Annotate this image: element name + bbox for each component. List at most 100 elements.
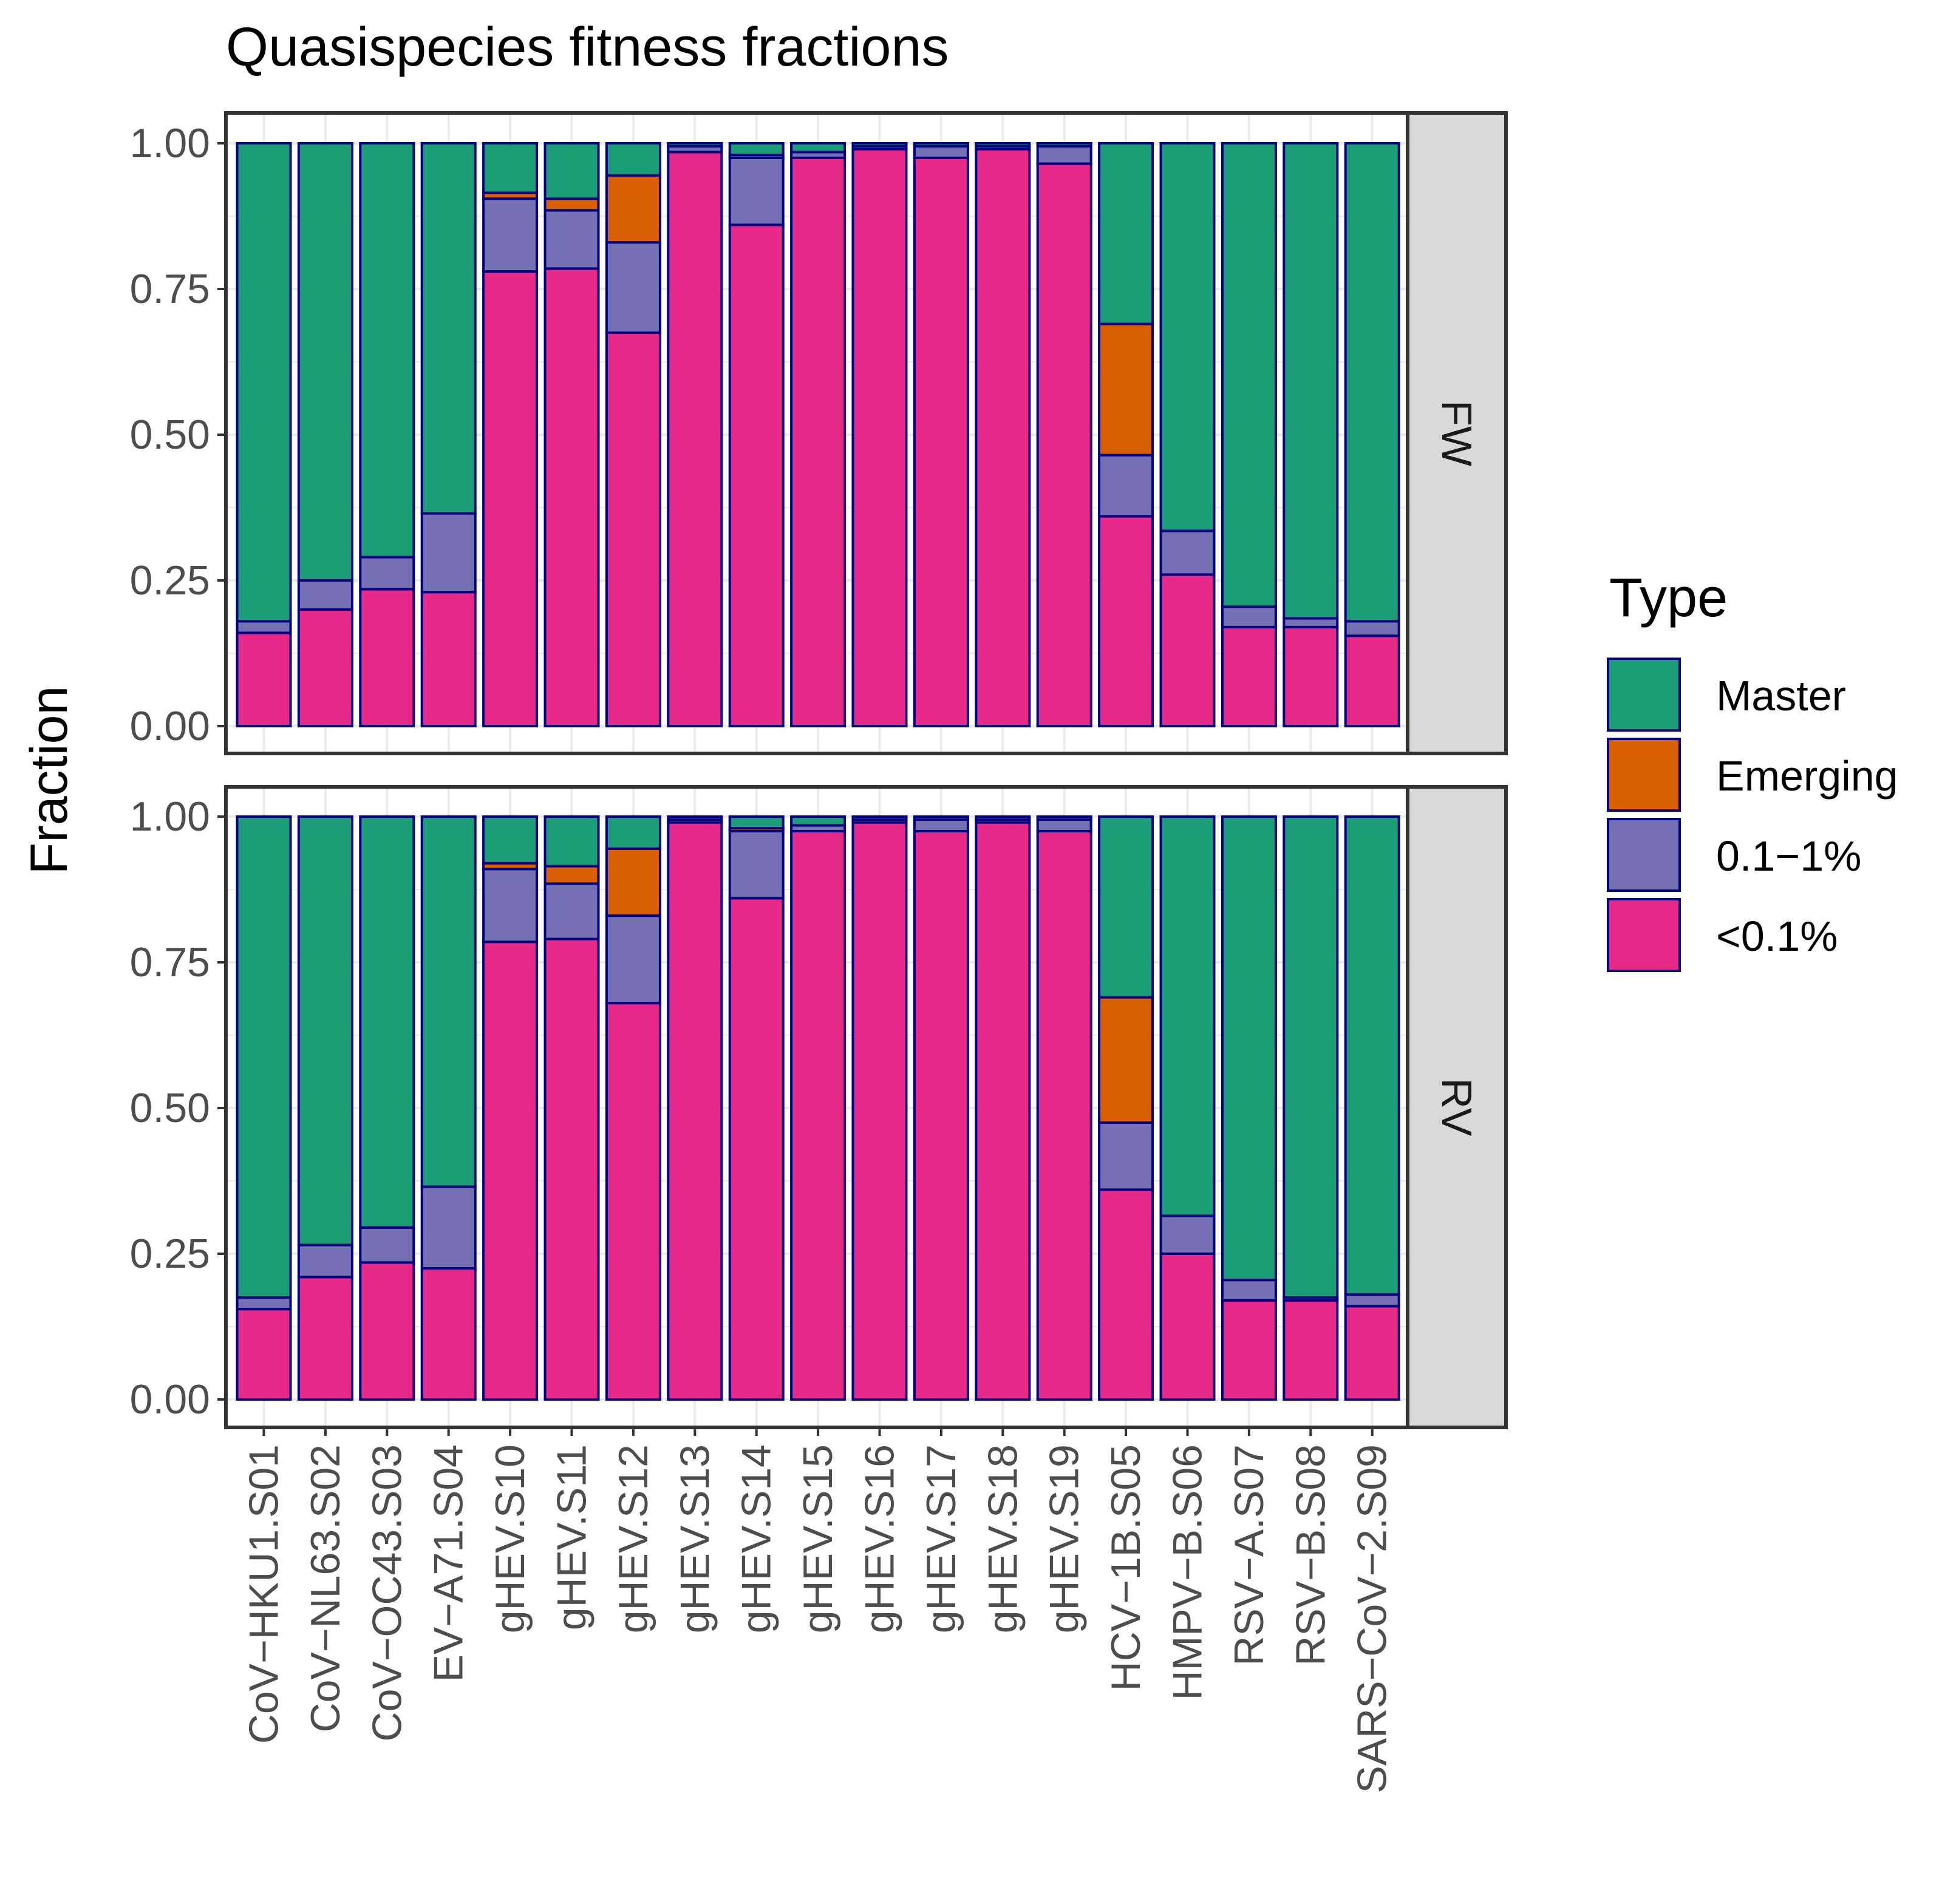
legend-label-emerging: Emerging — [1716, 752, 1898, 800]
bar-rv-sars-cov-2-s09-master — [1344, 815, 1400, 1296]
y-tick-label: 0.00 — [130, 703, 210, 749]
bar-fw-hcv-1b-s05-0-1-1 — [1098, 454, 1154, 518]
bar-rv-cov-nl63-s02-0-1 — [297, 1276, 353, 1401]
bar-fw-ghev-s12-emerging — [605, 174, 661, 244]
facet-strip — [1406, 785, 1508, 1429]
bar-rv-ghev-s18-0-1 — [975, 821, 1031, 1401]
bar-fw-ghev-s19-master — [1036, 142, 1092, 148]
bar-fw-hcv-1b-s05-master — [1098, 142, 1154, 325]
bar-fw-hmpv-b-s06-master — [1159, 142, 1216, 532]
bar-rv-ghev-s19-0-1-1 — [1036, 818, 1092, 833]
bar-fw-cov-hku1-s01-master — [236, 142, 292, 623]
bar-rv-cov-hku1-s01-0-1-1 — [236, 1296, 292, 1311]
y-tick-label: 0.25 — [130, 1231, 210, 1277]
bar-fw-ghev-s10-master — [482, 142, 539, 194]
y-axis-title: Fraction — [20, 686, 78, 875]
bar-rv-ghev-s10-master — [482, 815, 539, 865]
bar-rv-ghev-s11-0-1 — [543, 937, 600, 1401]
x-tick-label-cov-nl63-s02: CoV−NL63.S02 — [302, 1444, 349, 1732]
x-tick-label-ghev-s16: gHEV.S16 — [857, 1444, 903, 1633]
bar-rv-cov-oc43-s03-0-1 — [359, 1261, 415, 1401]
legend-swatch-0-1-1 — [1607, 818, 1681, 892]
bar-fw-ghev-s16-0-1 — [851, 148, 908, 728]
y-tick-label: 0.50 — [130, 1085, 210, 1131]
x-tick-label-ghev-s12: gHEV.S12 — [610, 1444, 656, 1633]
bar-fw-ghev-s17-0-1 — [913, 157, 969, 727]
x-tick-label-ghev-s17: gHEV.S17 — [918, 1444, 964, 1633]
bar-fw-hmpv-b-s06-0-1-1 — [1159, 529, 1216, 576]
bar-rv-ghev-s17-0-1-1 — [913, 818, 969, 833]
bar-fw-ghev-s17-0-1-1 — [913, 144, 969, 160]
x-tick-label-cov-oc43-s03: CoV−OC43.S03 — [364, 1444, 410, 1742]
bar-rv-rsv-a-s07-0-1 — [1221, 1299, 1277, 1401]
bar-rv-ghev-s17-master — [913, 815, 969, 821]
bar-fw-ghev-s14-master — [728, 142, 785, 157]
x-axis: CoV−HKU1.S01 CoV−NL63.S02 CoV−OC43.S03 EV−A… — [241, 1427, 1395, 1793]
bar-fw-sars-cov-2-s09-0-1-1 — [1344, 620, 1400, 638]
bar-rv-ghev-s19-0-1 — [1036, 830, 1092, 1401]
y-tick-label: 0.75 — [130, 939, 210, 985]
facet-label: FW — [1433, 400, 1480, 466]
bar-fw-hcv-1b-s05-0-1 — [1098, 515, 1154, 728]
y-tick-label: 1.00 — [130, 794, 210, 840]
bar-fw-ghev-s17-master — [913, 142, 969, 148]
bar-rv-cov-nl63-s02-master — [297, 815, 353, 1246]
bar-rv-ghev-s14-master — [728, 815, 785, 830]
bar-fw-cov-oc43-s03-master — [359, 142, 415, 559]
y-tick-label: 0.50 — [130, 412, 210, 458]
legend-label-master: Master — [1716, 672, 1846, 719]
bar-rv-rsv-b-s08-0-1 — [1283, 1299, 1339, 1401]
bar-fw-cov-oc43-s03-0-1 — [359, 588, 415, 728]
bar-fw-ghev-s16-master — [851, 142, 908, 148]
bar-rv-cov-nl63-s02-0-1-1 — [297, 1243, 353, 1279]
x-tick-label-ev-a71-s04: EV−A71.S04 — [426, 1444, 472, 1682]
bar-fw-sars-cov-2-s09-master — [1344, 142, 1400, 623]
bar-fw-cov-hku1-s01-0-1 — [236, 631, 292, 728]
y-tick-label: 0.75 — [130, 266, 210, 312]
bar-rv-ev-a71-s04-master — [420, 815, 477, 1188]
x-tick-label-hmpv-b-s06: HMPV−B.S06 — [1165, 1444, 1211, 1700]
bar-rv-hmpv-b-s06-0-1-1 — [1159, 1214, 1216, 1255]
legend: Type Master Emerging 0.1−1% <0.1% — [1607, 568, 1898, 972]
facet-label: RV — [1433, 1078, 1480, 1137]
bar-fw-sars-cov-2-s09-0-1 — [1344, 634, 1400, 727]
bar-rv-hmpv-b-s06-master — [1159, 815, 1216, 1217]
bar-rv-ghev-s19-master — [1036, 815, 1092, 821]
bar-rv-ghev-s14-0-1 — [728, 897, 785, 1401]
bar-rv-cov-oc43-s03-master — [359, 815, 415, 1229]
bar-fw-ghev-s14-0-1-1 — [728, 157, 785, 226]
bar-fw-rsv-a-s07-master — [1221, 142, 1277, 608]
legend-title: Type — [1609, 568, 1728, 628]
bar-fw-rsv-a-s07-0-1 — [1221, 625, 1277, 728]
bar-rv-ghev-s10-0-1 — [482, 940, 539, 1401]
facet-strip — [1406, 111, 1508, 755]
bar-rv-hcv-1b-s05-0-1-1 — [1098, 1121, 1154, 1191]
bar-rv-ghev-s15-0-1 — [790, 830, 847, 1401]
bar-rv-hcv-1b-s05-emerging — [1098, 996, 1154, 1124]
bar-rv-hmpv-b-s06-0-1 — [1159, 1253, 1216, 1401]
bar-rv-ghev-s12-emerging — [605, 847, 661, 917]
panels: FW 0.00 0.25 0.50 0.75 1.00 RV 0.00 0.25 0.50 0.75… — [130, 111, 1508, 1429]
x-tick-label-hcv-1b-s05: HCV−1B.S05 — [1103, 1444, 1149, 1691]
bar-rv-ghev-s11-master — [543, 815, 600, 868]
bar-fw-ghev-s15-master — [790, 142, 847, 154]
bar-fw-rsv-b-s08-0-1-1 — [1283, 617, 1339, 628]
x-tick-label-ghev-s13: gHEV.S13 — [672, 1444, 718, 1633]
bar-rv-ghev-s13-master — [667, 815, 723, 821]
bar-fw-ghev-s10-0-1-1 — [482, 197, 539, 273]
legend-items: Master Emerging 0.1−1% <0.1% — [1607, 658, 1898, 972]
bar-rv-rsv-a-s07-master — [1221, 815, 1277, 1282]
legend-swatch-0-1 — [1607, 898, 1681, 972]
x-tick-label-rsv-a-s07: RSV−A.S07 — [1226, 1444, 1272, 1666]
bar-fw-rsv-b-s08-0-1 — [1283, 625, 1339, 728]
bar-fw-ghev-s11-0-1 — [543, 267, 600, 727]
bar-fw-ghev-s14-0-1 — [728, 223, 785, 727]
bar-fw-hcv-1b-s05-emerging — [1098, 322, 1154, 457]
bar-rv-ghev-s13-0-1 — [667, 821, 723, 1401]
y-tick-label: 0.25 — [130, 557, 210, 604]
chart-title: Quasispecies fitness fractions — [226, 17, 949, 78]
bar-fw-ghev-s19-0-1 — [1036, 162, 1092, 728]
bar-rv-hcv-1b-s05-0-1 — [1098, 1188, 1154, 1401]
bar-fw-cov-hku1-s01-0-1-1 — [236, 620, 292, 634]
bar-fw-ghev-s12-0-1 — [605, 332, 661, 727]
